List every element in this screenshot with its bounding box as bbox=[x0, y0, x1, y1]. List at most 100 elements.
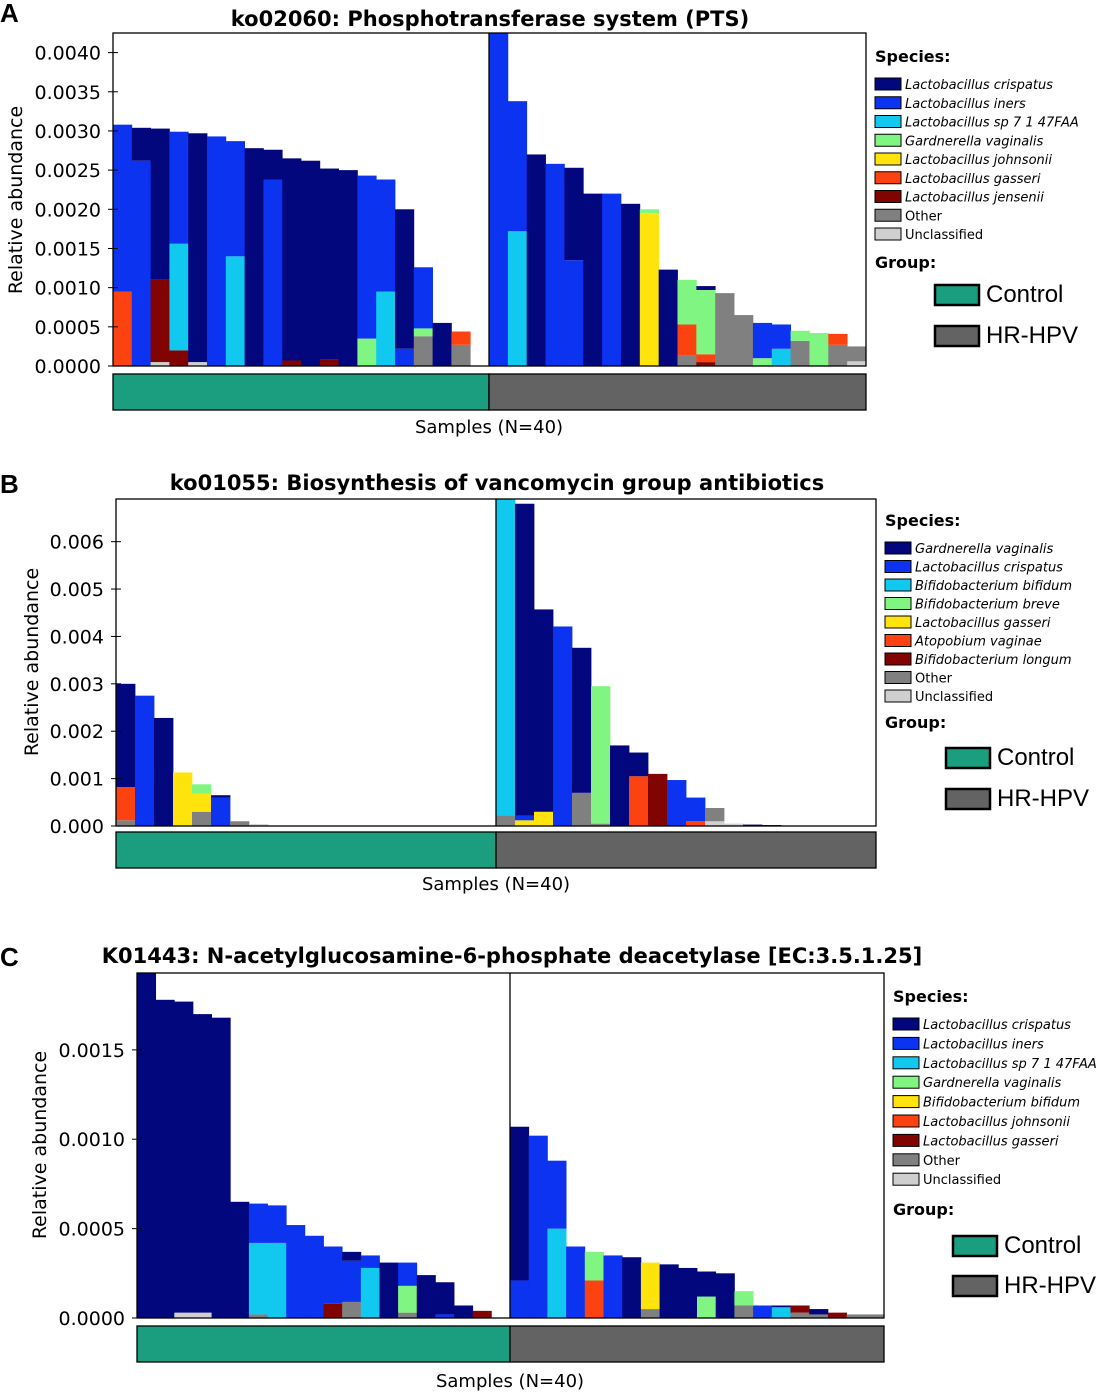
panel-a-ytick-label: 0.0040 bbox=[35, 43, 101, 65]
panel-c-bars bbox=[137, 973, 885, 1318]
panel-c-bar-segment bbox=[211, 1017, 231, 1318]
panel-c-legend-species-label: Unclassified bbox=[923, 1173, 1001, 1188]
panel-c: C K01443: N-acetylglucosamine-6-phosphate… bbox=[0, 942, 1096, 1392]
panel-b-bar-segment bbox=[610, 745, 630, 826]
panel-c-bar-segment bbox=[398, 1312, 418, 1318]
panel-c-bar-segment bbox=[472, 1310, 492, 1318]
panel-a-bar-segment bbox=[564, 167, 584, 261]
panel-b-letter: B bbox=[0, 469, 19, 499]
panel-b-legend-swatch bbox=[884, 671, 912, 684]
panel-c-legend-species-label: Lactobacillus johnsonii bbox=[923, 1115, 1070, 1130]
panel-c-bar-segment bbox=[697, 1271, 717, 1297]
panel-b-legend-swatch bbox=[884, 634, 912, 647]
panel-c-bar-segment bbox=[286, 1225, 306, 1318]
panel-c-legend-species-label: Lactobacillus crispatus bbox=[923, 1018, 1071, 1033]
panel-a-bar-segment bbox=[131, 127, 151, 161]
panel-c-bar-segment bbox=[827, 1312, 847, 1318]
panel-b-bar-segment bbox=[230, 821, 250, 826]
panel-c-bar-segment bbox=[174, 1312, 194, 1318]
panel-c-legend-group-swatch bbox=[951, 1234, 999, 1258]
panel-a-bar-segment bbox=[639, 213, 660, 366]
panel-a-legend-swatch bbox=[874, 96, 902, 110]
panel-c-bar-segment bbox=[771, 1305, 791, 1308]
panel-c-legend-species-label: Lactobacillus sp 7 1 47FAA bbox=[923, 1057, 1096, 1072]
panel-b-ytick-label: 0.002 bbox=[50, 721, 104, 743]
panel-b-title: ko01055: Biosynthesis of vancomycin grou… bbox=[170, 471, 824, 495]
panel-a-ytick-label: 0.0000 bbox=[35, 356, 101, 378]
panel-a-bar-segment bbox=[150, 279, 170, 363]
panel-a-bar-segment bbox=[113, 124, 133, 292]
panel-b-bar-segment bbox=[534, 609, 554, 812]
panel-b-bar-segment bbox=[591, 823, 611, 826]
panel-a-ytick-label: 0.0020 bbox=[35, 199, 101, 221]
panel-c-legend-species-heading: Species: bbox=[893, 987, 969, 1006]
panel-a-bar-segment bbox=[150, 362, 170, 366]
panel-b-bar-segment bbox=[686, 821, 706, 826]
panel-b-bar-segment bbox=[629, 776, 649, 826]
panel-c-legend-species-label: Other bbox=[923, 1154, 961, 1169]
panel-a-legend-species-label: Lactobacillus johnsonii bbox=[905, 153, 1052, 168]
panel-b-bar-segment bbox=[192, 811, 212, 826]
panel-b-ytick-label: 0.005 bbox=[50, 579, 104, 601]
panel-a-bar-segment bbox=[847, 361, 867, 366]
panel-c-bar-segment bbox=[528, 1135, 548, 1318]
panel-a-group-band-control bbox=[112, 373, 490, 411]
panel-b-legend-group-label: HR-HPV bbox=[997, 785, 1089, 812]
panel-a-legend-species-label: Gardnerella vaginalis bbox=[905, 134, 1043, 149]
panel-a-bar-segment bbox=[507, 231, 528, 366]
panel-b-legend-species-label: Bifidobacterium longum bbox=[915, 653, 1072, 668]
panel-c-legend-swatch bbox=[892, 1172, 920, 1186]
panel-a-legend-species-label: Lactobacillus crispatus bbox=[905, 78, 1053, 93]
panel-b-bar-segment bbox=[743, 824, 763, 826]
panel-b-bar-segment bbox=[135, 695, 155, 826]
panel-c-legend-species-label: Gardnerella vaginalis bbox=[923, 1076, 1061, 1091]
panel-c-bar-segment bbox=[846, 1314, 866, 1318]
panel-a-bar-segment bbox=[395, 348, 415, 366]
panel-c-bar-segment bbox=[454, 1305, 474, 1318]
panel-a-legend-swatch bbox=[874, 152, 902, 166]
panel-c-ytick-label: 0.0010 bbox=[59, 1129, 125, 1151]
panel-b-bar-segment bbox=[211, 795, 231, 798]
panel-a-bar-segment bbox=[715, 293, 735, 366]
panel-b-legend-group-heading: Group: bbox=[885, 713, 946, 732]
panel-b-ytick-label: 0.004 bbox=[50, 626, 104, 648]
panel-a-bar-segment bbox=[263, 149, 283, 180]
panel-a-legend-swatch bbox=[874, 77, 902, 91]
panel-b-bar-segment bbox=[629, 752, 649, 777]
panel-a-bar-segment bbox=[319, 168, 339, 360]
panel-c-legend-species-label: Lactobacillus iners bbox=[923, 1037, 1044, 1052]
panel-a-bar-segment bbox=[583, 193, 603, 366]
panel-b-legend-species-label: Bifidobacterium breve bbox=[915, 598, 1060, 613]
panel-c-legend-swatch bbox=[892, 1056, 920, 1070]
panel-b-bars bbox=[116, 499, 782, 826]
panel-a-ytick-label: 0.0030 bbox=[35, 121, 101, 143]
panel-c-group-band-hrhpv bbox=[509, 1325, 885, 1363]
panel-b-bar-segment bbox=[515, 503, 535, 816]
panel-c-bar-segment bbox=[398, 1262, 418, 1286]
panel-c-legend-swatch bbox=[892, 1095, 920, 1109]
panel-a-bar-segment bbox=[319, 359, 339, 366]
panel-b-bar-segment bbox=[116, 820, 136, 826]
panel-a-bar-segment bbox=[150, 128, 170, 280]
panel-a-bar-segment bbox=[376, 179, 396, 292]
panel-c-bar-segment bbox=[510, 1126, 530, 1281]
panel-c-bar-segment bbox=[192, 1312, 212, 1318]
panel-a-bar-segment bbox=[225, 256, 245, 366]
panel-a-bar-segment bbox=[263, 179, 283, 366]
panel-a-legend-swatch bbox=[874, 133, 902, 147]
panel-c-legend-swatch bbox=[892, 1153, 920, 1167]
panel-b-legend-species-label: Lactobacillus gasseri bbox=[915, 616, 1051, 631]
panel-c-bar-segment bbox=[584, 1280, 604, 1318]
panel-a-legend: Species: Lactobacillus crispatus Lactobaci… bbox=[874, 47, 1079, 349]
panel-c-bar-segment bbox=[342, 1251, 362, 1261]
panel-c-legend-swatch bbox=[892, 1036, 920, 1050]
panel-a-legend-group-swatch bbox=[933, 283, 981, 307]
panel-b-legend-species-label: Unclassified bbox=[915, 690, 993, 705]
panel-c-bar-segment bbox=[192, 1014, 212, 1313]
panel-b-bar-segment bbox=[211, 797, 231, 826]
panel-b-group-band-hrhpv bbox=[495, 831, 877, 869]
panel-c-bar-segment bbox=[790, 1305, 810, 1313]
panel-b-bar-segment bbox=[534, 811, 554, 826]
